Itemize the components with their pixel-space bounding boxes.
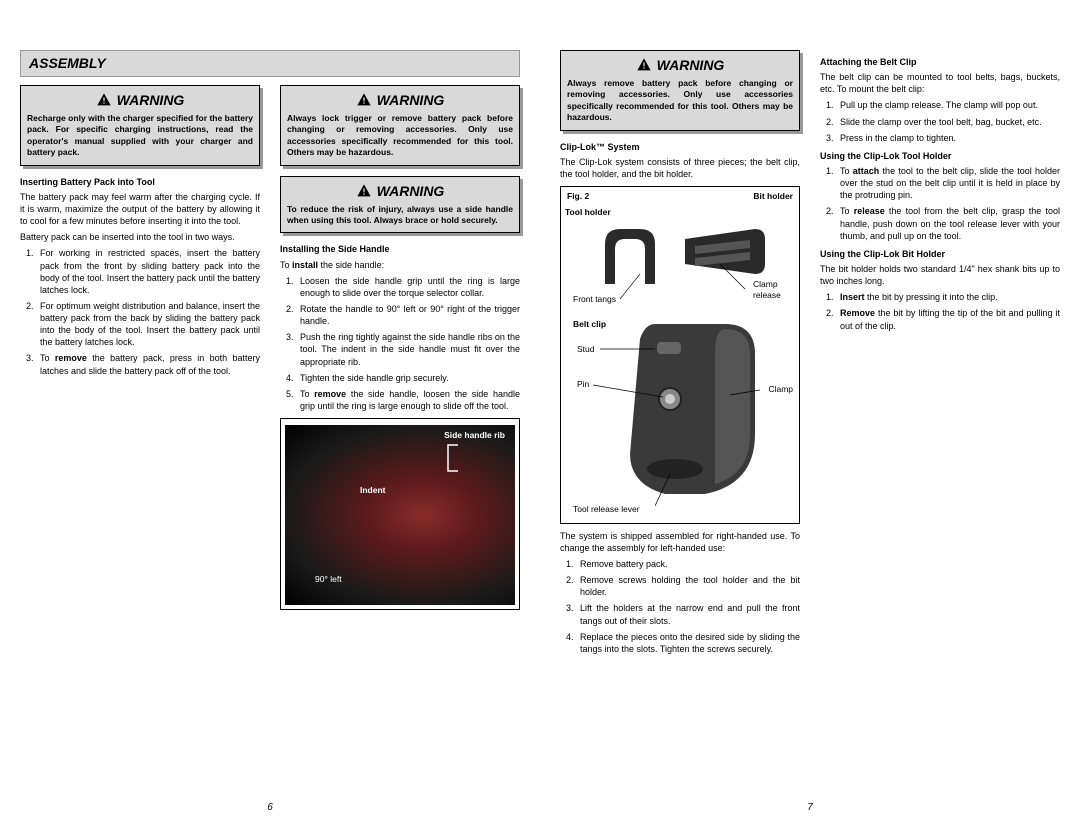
cliplok-heading: Clip-Lok™ System xyxy=(560,141,800,153)
side-li5: To remove the side handle, loosen the si… xyxy=(296,388,520,412)
insert-li1: For working in restricted spaces, insert… xyxy=(36,247,260,296)
belt-li3: Press in the clamp to tighten. xyxy=(836,132,1060,144)
page-7: WARNING Always remove battery pack befor… xyxy=(540,0,1080,834)
warning3-text: To reduce the risk of injury, always use… xyxy=(287,204,513,227)
lh-li1: Remove battery pack. xyxy=(576,558,800,570)
warning2-text: Always lock trigger or remove battery pa… xyxy=(287,113,513,159)
fig2-toolholder: Tool holder xyxy=(565,207,795,218)
belt-li2: Slide the clamp over the tool belt, bag,… xyxy=(836,116,1060,128)
bit-li1: Insert the bit by pressing it into the c… xyxy=(836,291,1060,303)
belt-list: Pull up the clamp release. The clamp wil… xyxy=(820,99,1060,143)
warning-box-4: WARNING Always remove battery pack befor… xyxy=(560,50,800,131)
fig2-bitholder: Bit holder xyxy=(753,191,793,202)
page6-col2: WARNING Always lock trigger or remove ba… xyxy=(280,85,520,610)
belt-clip-icon xyxy=(625,314,765,504)
belt-p: The belt clip can be mounted to tool bel… xyxy=(820,71,1060,95)
insert-list: For working in restricted spaces, insert… xyxy=(20,247,260,376)
bit-li2: Remove the bit by lifting the tip of the… xyxy=(836,307,1060,331)
warning-head: WARNING xyxy=(287,91,513,110)
side-li1: Loosen the side handle grip until the ri… xyxy=(296,275,520,299)
fig2-fronttangs: Front tangs xyxy=(573,294,616,305)
leader-line-icon xyxy=(730,387,760,397)
warning4-text: Always remove battery pack before changi… xyxy=(567,78,793,124)
page7-col2: Attaching the Belt Clip The belt clip ca… xyxy=(820,50,1060,659)
warning-label: WARNING xyxy=(377,91,445,110)
insert-p1: The battery pack may feel warm after the… xyxy=(20,191,260,227)
fig1-side-rib: Side handle rib xyxy=(444,431,505,440)
page7-col1: WARNING Always remove battery pack befor… xyxy=(560,50,800,659)
bit-heading: Using the Clip-Lok Bit Holder xyxy=(820,248,1060,260)
lefthand-list: Remove battery pack. Remove screws holdi… xyxy=(560,558,800,655)
page6-columns: WARNING Recharge only with the charger s… xyxy=(20,85,520,610)
warning-triangle-icon xyxy=(96,92,112,108)
page-6: ASSEMBLY WARNING Recharge only with the … xyxy=(0,0,540,834)
warning-box-2: WARNING Always lock trigger or remove ba… xyxy=(280,85,520,166)
page7-columns: WARNING Always remove battery pack befor… xyxy=(560,50,1060,659)
side-intro: To install the side handle: xyxy=(280,259,520,271)
side-li4: Tighten the side handle grip securely. xyxy=(296,372,520,384)
belt-li1: Pull up the clamp release. The clamp wil… xyxy=(836,99,1060,111)
fig2-beltclip: Belt clip xyxy=(573,319,606,330)
warning1-text: Recharge only with the charger specified… xyxy=(27,113,253,159)
leader-line-icon xyxy=(720,264,750,289)
insert-li2: For optimum weight distribution and bala… xyxy=(36,300,260,349)
figure-1: Fig. 1 Side handle rib Indent 90° left xyxy=(280,418,520,610)
warning-head: WARNING xyxy=(287,182,513,201)
bit-list: Insert the bit by pressing it into the c… xyxy=(820,291,1060,331)
leader-line-icon xyxy=(600,344,655,354)
bracket-icon xyxy=(443,443,463,473)
tool-li1: To attach the tool to the belt clip, sli… xyxy=(836,165,1060,201)
warning-box-3: WARNING To reduce the risk of injury, al… xyxy=(280,176,520,234)
page6-col1: WARNING Recharge only with the charger s… xyxy=(20,85,260,610)
warning-triangle-icon xyxy=(636,57,652,73)
lh-li4: Replace the pieces onto the desired side… xyxy=(576,631,800,655)
bit-p: The bit holder holds two standard 1/4" h… xyxy=(820,263,1060,287)
warning-label: WARNING xyxy=(657,56,725,75)
side-li3: Push the ring tightly against the side h… xyxy=(296,331,520,367)
fig2-clamprelease: Clamp release xyxy=(753,279,793,302)
cliplok-p: The Clip-Lok system consists of three pi… xyxy=(560,156,800,180)
leader-line-icon xyxy=(593,382,663,402)
side-heading: Installing the Side Handle xyxy=(280,243,520,255)
fig2-stud: Stud xyxy=(577,344,595,355)
fig1-image: Side handle rib Indent 90° left xyxy=(285,425,515,605)
warning-label: WARNING xyxy=(377,182,445,201)
page-number-6: 6 xyxy=(267,801,273,815)
system-p: The system is shipped assembled for righ… xyxy=(560,530,800,554)
fig1-indent: Indent xyxy=(360,485,386,496)
fig2-toolrelease: Tool release lever xyxy=(573,504,640,515)
tool-li2: To release the tool from the belt clip, … xyxy=(836,205,1060,241)
warning-triangle-icon xyxy=(356,183,372,199)
insert-p2: Battery pack can be inserted into the to… xyxy=(20,231,260,243)
belt-heading: Attaching the Belt Clip xyxy=(820,56,1060,68)
side-list: Loosen the side handle grip until the ri… xyxy=(280,275,520,412)
fig1-90left: 90° left xyxy=(315,574,342,585)
insert-li3: To remove the battery pack, press in bot… xyxy=(36,352,260,376)
warning-head: WARNING xyxy=(567,56,793,75)
warning-label: WARNING xyxy=(117,91,185,110)
tool-list: To attach the tool to the belt clip, sli… xyxy=(820,165,1060,242)
leader-line-icon xyxy=(655,474,675,506)
warning-triangle-icon xyxy=(356,92,372,108)
side-li2: Rotate the handle to 90° left or 90° rig… xyxy=(296,303,520,327)
fig2-clamp: Clamp xyxy=(768,384,793,395)
manual-spread: ASSEMBLY WARNING Recharge only with the … xyxy=(0,0,1080,834)
warning-box-1: WARNING Recharge only with the charger s… xyxy=(20,85,260,166)
lh-li3: Lift the holders at the narrow end and p… xyxy=(576,602,800,626)
leader-line-icon xyxy=(620,274,650,299)
fig2-label: Fig. 2 xyxy=(567,191,589,202)
page-number-7: 7 xyxy=(807,801,813,815)
insert-heading: Inserting Battery Pack into Tool xyxy=(20,176,260,188)
fig2-diagram: Front tangs Clamp release Belt clip xyxy=(565,219,795,519)
fig2-pin: Pin xyxy=(577,379,589,390)
lh-li2: Remove screws holding the tool holder an… xyxy=(576,574,800,598)
figure-2: Fig. 2 Bit holder Tool holder xyxy=(560,186,800,523)
assembly-header: ASSEMBLY xyxy=(20,50,520,77)
warning-head: WARNING xyxy=(27,91,253,110)
tool-heading: Using the Clip-Lok Tool Holder xyxy=(820,150,1060,162)
